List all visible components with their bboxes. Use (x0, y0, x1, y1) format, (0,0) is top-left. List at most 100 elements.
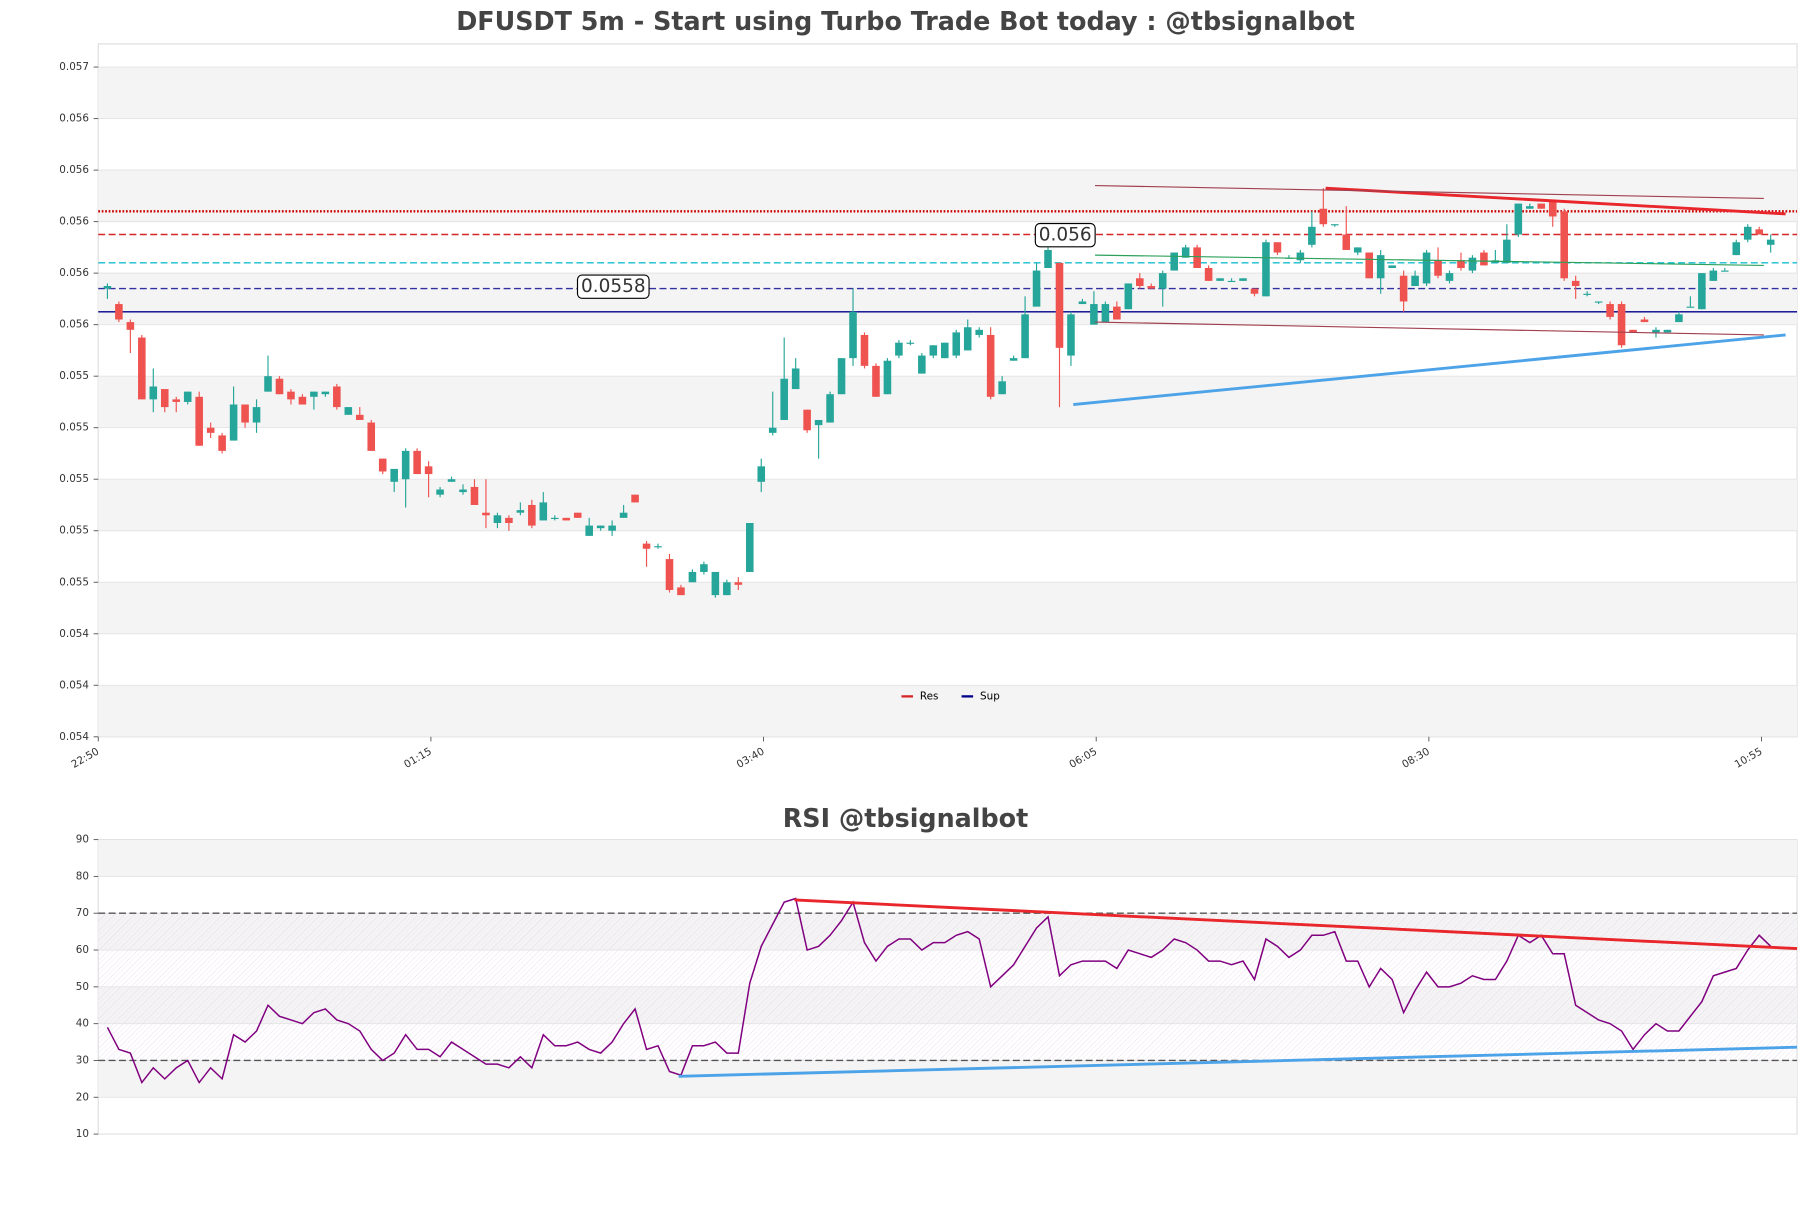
candle-body (952, 332, 961, 356)
candle-body (562, 517, 571, 521)
candle-body (1422, 252, 1431, 284)
candle-body (459, 489, 467, 493)
candle-body (1537, 203, 1546, 209)
candle-body (1411, 275, 1419, 287)
candle-body (413, 450, 421, 475)
candle-body (1640, 319, 1649, 323)
candle-body (206, 427, 215, 433)
y-tick-label: 0.055 (59, 576, 89, 588)
candle-body (355, 414, 364, 420)
candle-body (1342, 234, 1351, 250)
candle-body (1457, 260, 1465, 268)
y-tick-label: 60 (76, 944, 89, 956)
candle-body (1571, 280, 1580, 287)
candle-body (803, 409, 811, 431)
candle-body (436, 489, 444, 495)
candle-body (1009, 358, 1018, 361)
y-tick-label: 0.055 (59, 422, 89, 434)
band (98, 582, 1798, 634)
candle-body (1514, 203, 1523, 235)
candle-body (539, 502, 548, 521)
candle-body (665, 559, 674, 590)
candle-body (1273, 242, 1282, 253)
candle-body (298, 396, 307, 405)
candle-body (1124, 283, 1133, 310)
y-tick-label: 0.056 (59, 267, 89, 279)
candle-body (1376, 255, 1385, 279)
candle-body (1101, 304, 1110, 323)
candle-body (1663, 329, 1672, 333)
candle-body (826, 394, 834, 423)
candle-body (160, 389, 169, 408)
y-tick-label: 0.055 (59, 370, 89, 382)
candle-body (1032, 270, 1041, 307)
candle-body (608, 525, 616, 531)
candle-body (768, 427, 777, 433)
candle-body (103, 286, 112, 289)
chart-title: DFUSDT 5m - Start using Turbo Trade Bot … (456, 6, 1355, 36)
candle-body (275, 378, 284, 395)
candle-body (482, 512, 490, 516)
candle-body (998, 381, 1006, 395)
y-tick-label: 0.056 (59, 113, 89, 125)
candle-body (1743, 226, 1752, 240)
candle-body (872, 365, 880, 397)
candle-body (1629, 329, 1637, 333)
candle-body (723, 582, 731, 596)
candle-body (929, 345, 938, 356)
candle-body (401, 450, 410, 480)
candle-body (791, 368, 800, 390)
candle-body (1353, 247, 1362, 253)
candle-body (344, 407, 353, 415)
legend-label: Sup (980, 690, 1000, 702)
band (98, 479, 1798, 531)
candle-body (1434, 260, 1442, 276)
candle-body (734, 582, 743, 585)
band (98, 170, 1798, 222)
y-tick-label: 0.056 (59, 164, 89, 176)
candle-body (1216, 278, 1224, 281)
candle-body (264, 376, 272, 392)
candle-body (1055, 262, 1064, 348)
candle-body (700, 564, 708, 572)
candle-body (1067, 314, 1075, 356)
x-tick-label: 03:40 (735, 745, 767, 770)
candle-body (860, 334, 869, 366)
trend-line (1095, 321, 1764, 336)
candle-body (528, 504, 536, 526)
candle-body (1503, 239, 1511, 263)
candle-body (1170, 252, 1178, 271)
y-tick-label: 50 (76, 981, 89, 993)
candle-body (195, 396, 203, 446)
candle-body (1583, 293, 1591, 295)
candle-body (229, 404, 238, 441)
candle-body (1147, 286, 1156, 289)
rsi-line (106, 897, 1772, 1085)
candle-body (138, 337, 146, 400)
candle-body (1319, 208, 1328, 225)
y-tick-label: 30 (76, 1054, 89, 1066)
y-tick-label: 70 (76, 907, 89, 919)
candle-body (1399, 275, 1408, 302)
candle-body (321, 391, 330, 395)
candle-body (1365, 252, 1373, 279)
candle-body (895, 342, 903, 356)
candle-body (1331, 224, 1339, 226)
candle-body (849, 311, 857, 359)
candle-body (711, 571, 720, 596)
candle-body (149, 386, 158, 400)
x-tick-label: 06:05 (1067, 745, 1099, 770)
y-tick-label: 40 (76, 1018, 89, 1030)
candle-body (310, 391, 318, 397)
y-tick-label: 0.054 (59, 731, 89, 743)
band (98, 839, 1798, 877)
y-tick-label: 0.054 (59, 679, 89, 691)
candle-body (1296, 252, 1305, 261)
y-tick-label: 10 (76, 1128, 89, 1140)
trend-line (678, 1045, 1798, 1078)
candle-body (1548, 201, 1557, 217)
annotation-box (576, 274, 650, 299)
x-tick-label: 10:55 (1733, 745, 1765, 770)
candle-body (1732, 242, 1741, 256)
